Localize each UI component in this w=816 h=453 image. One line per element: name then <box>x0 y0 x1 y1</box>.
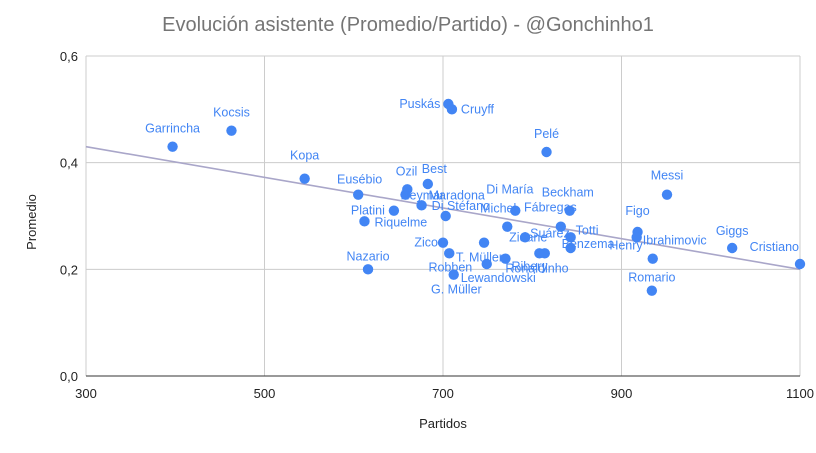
data-point <box>541 146 552 158</box>
point-label: Riquelme <box>374 215 427 229</box>
data-point <box>502 221 513 232</box>
x-tick-label: 1100 <box>786 386 814 401</box>
data-point <box>481 258 492 270</box>
y-tick-label: 0,4 <box>60 156 78 171</box>
point-label: Beckham <box>542 186 594 200</box>
point-label: Totti <box>576 223 599 237</box>
data-point <box>446 104 458 115</box>
chart-title: Evolución asistente (Promedio/Partido) -… <box>162 14 654 36</box>
data-point <box>565 242 576 254</box>
x-tick-label: 500 <box>254 386 276 401</box>
y-tick-label: 0,0 <box>60 369 78 384</box>
data-point <box>534 248 545 259</box>
x-tick-label: 900 <box>611 386 633 401</box>
point-label: Henry <box>609 238 643 252</box>
data-point <box>362 264 374 275</box>
data-point <box>437 237 449 248</box>
trendline-group <box>85 145 801 271</box>
data-point <box>519 232 531 243</box>
gridlines <box>85 55 801 377</box>
point-label: Ozil <box>396 164 418 178</box>
data-point <box>510 205 521 216</box>
point-label: Suárez <box>530 226 570 240</box>
point-label: Ribery <box>511 260 548 274</box>
point-label: G. Müller <box>431 283 482 297</box>
data-point <box>565 232 576 243</box>
data-point <box>647 253 658 264</box>
point-label: Ronaldinho <box>505 261 568 275</box>
data-point <box>555 221 567 232</box>
data-point <box>631 232 642 243</box>
point-label: Michel <box>480 202 516 216</box>
data-point <box>661 189 673 200</box>
point-label: Figo <box>625 204 649 218</box>
data-point <box>794 258 806 270</box>
point-label: Zidane <box>509 230 547 244</box>
data-points <box>167 98 806 296</box>
point-labels: Garrincha Kocsis Kopa Eusébio Nazario Riquelm… <box>145 97 799 297</box>
y-tick-label: 0,6 <box>60 49 78 64</box>
tick-labels: 300 500 700 900 1100 0,0 0,2 0,4 0,6 <box>60 49 814 401</box>
point-label: Robben <box>428 260 472 274</box>
data-point <box>353 189 364 200</box>
point-label: Kopa <box>290 149 319 163</box>
point-label: Nazario <box>346 249 389 263</box>
data-point <box>422 178 434 190</box>
point-label: Giggs <box>716 224 749 238</box>
data-point <box>416 200 427 211</box>
x-tick-label: 300 <box>75 386 97 401</box>
point-label: Romario <box>628 271 675 285</box>
data-point <box>388 205 400 216</box>
y-axis-title: Promedio <box>24 194 39 250</box>
data-point <box>299 173 310 184</box>
point-label: Maradona <box>429 188 485 202</box>
point-label: Eusébio <box>337 173 382 187</box>
point-label: Cruyff <box>461 102 495 116</box>
point-label: Benzema <box>562 237 615 251</box>
point-label: Ibrahimovic <box>643 234 707 248</box>
point-label: Di Stéfano <box>432 199 490 213</box>
point-label: Best <box>422 162 448 176</box>
data-point <box>726 242 738 254</box>
point-label: Lewandowski <box>461 271 536 285</box>
point-label: Di María <box>486 183 533 197</box>
data-point <box>478 237 490 248</box>
point-label: Messi <box>651 169 684 183</box>
data-point <box>440 210 451 222</box>
point-label: Platini <box>351 204 385 218</box>
point-label: Zico <box>414 236 438 250</box>
data-point <box>402 184 413 195</box>
data-point <box>448 269 459 280</box>
x-axis-title: Partidos <box>419 416 467 431</box>
point-label: Pelé <box>534 127 559 141</box>
data-point <box>444 248 455 259</box>
data-point <box>500 253 511 264</box>
x-tick-label: 700 <box>432 386 454 401</box>
data-point <box>564 205 575 216</box>
point-label: Neymar <box>401 189 445 203</box>
point-label: Fábregas <box>524 201 577 215</box>
point-label: Puskás <box>399 97 440 111</box>
data-point <box>167 141 178 152</box>
data-point <box>646 285 658 296</box>
point-label: Garrincha <box>145 122 200 136</box>
point-label: Cristiano <box>750 240 799 254</box>
point-label: T. Müller <box>456 251 503 265</box>
trendline <box>85 145 801 271</box>
data-point <box>359 216 370 227</box>
point-label: Kocsis <box>213 106 250 120</box>
y-tick-label: 0,2 <box>60 262 78 277</box>
data-point <box>226 125 237 136</box>
